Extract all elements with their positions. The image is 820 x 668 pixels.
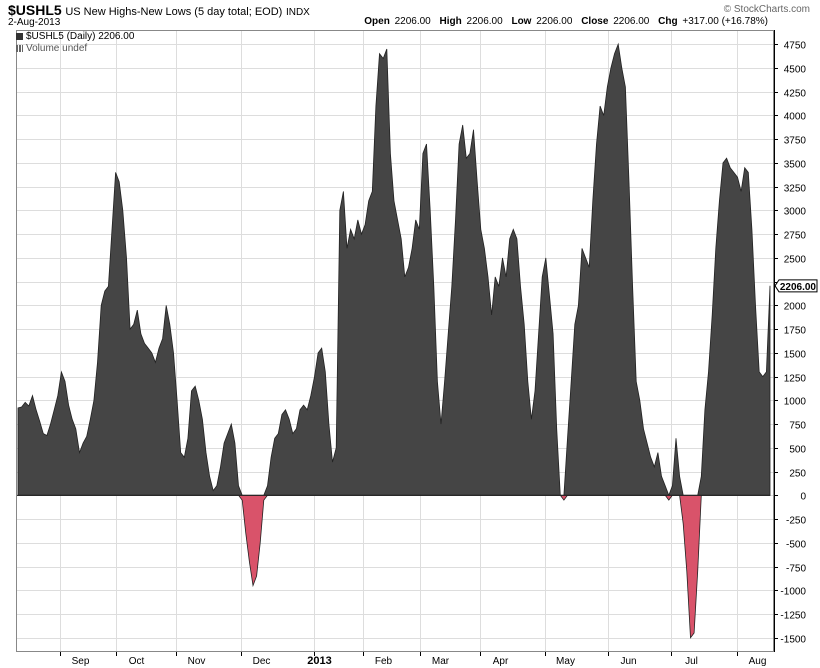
legend-series: $USHL5 (Daily) 2206.00 — [16, 31, 134, 43]
chart-header: $USHL5 US New Highs-New Lows (5 day tota… — [0, 0, 820, 30]
y-tick-label: -250 — [786, 516, 806, 527]
x-tick-label: May — [556, 656, 575, 667]
last-value-tag-label: 2206.00 — [780, 282, 817, 293]
y-tick-label: 3750 — [784, 136, 807, 147]
symbol-description: US New Highs-New Lows (5 day total; EOD) — [65, 6, 283, 18]
y-tick-label: 2750 — [784, 231, 807, 242]
high-value: 2206.00 — [466, 16, 503, 27]
y-tick-label: 4250 — [784, 89, 807, 100]
symbol-label: $USHL5 — [8, 2, 62, 18]
legend-volume: Volume undef — [16, 43, 134, 55]
chart-axes — [16, 30, 778, 656]
last-value-tag: 2206.00 — [774, 279, 818, 293]
x-tick-label: Jul — [685, 656, 698, 667]
y-tick-label: 3000 — [784, 207, 807, 218]
y-tick-label: 1250 — [784, 374, 807, 385]
chg-value: +317.00 (+16.78%) — [682, 16, 768, 27]
y-tick-label: -750 — [786, 564, 806, 575]
date-label: 2-Aug-2013 — [8, 17, 61, 28]
negative-area — [17, 494, 771, 639]
x-tick-label: Dec — [253, 656, 271, 667]
y-tick-label: 0 — [800, 492, 806, 503]
open-label: Open — [364, 16, 390, 27]
y-tick-label: -1000 — [780, 587, 806, 598]
y-tick-label: 250 — [789, 469, 806, 480]
x-tick-label: Apr — [493, 656, 509, 667]
legend-volume-label: Volume undef — [26, 43, 88, 54]
low-label: Low — [511, 16, 532, 27]
legend-series-label: $USHL5 (Daily) 2206.00 — [26, 31, 135, 42]
open-value: 2206.00 — [394, 16, 431, 27]
y-tick-label: -1250 — [780, 611, 806, 622]
y-tick-label: -1500 — [780, 635, 806, 646]
y-tick-label: 3250 — [784, 184, 807, 195]
y-tick-label: 2500 — [784, 255, 807, 266]
x-axis-labels: Sep Oct Nov Dec 2013 Feb Mar Apr May Jun Jul Aug — [72, 655, 767, 667]
y-tick-label: 1750 — [784, 326, 807, 337]
chart-title: $USHL5 US New Highs-New Lows (5 day tota… — [8, 2, 310, 18]
x-tick-label: Feb — [375, 656, 393, 667]
plot-frame — [16, 30, 774, 652]
credit-label: © StockCharts.com — [723, 4, 810, 15]
close-value: 2206.00 — [613, 16, 650, 27]
x-tick-label: Nov — [188, 656, 206, 667]
y-tick-label: 750 — [789, 421, 806, 432]
ohlc-readout: Open 2206.00 High 2206.00 Low 2206.00 Cl… — [358, 16, 768, 27]
y-tick-label: 1500 — [784, 350, 807, 361]
exchange-label: INDX — [285, 7, 310, 18]
x-tick-label: Jun — [620, 656, 636, 667]
last-value-tag-box — [774, 279, 818, 293]
y-axis-labels: -1500 -1250 -1000 -750 -500 -250 0 250 500 750 100… — [780, 41, 806, 646]
positive-area — [17, 42, 771, 497]
x-tick-label: 2013 — [307, 655, 331, 667]
y-tick-label: 3500 — [784, 160, 807, 171]
x-tick-label: Aug — [749, 656, 767, 667]
x-tick-label: Oct — [129, 656, 145, 667]
x-tick-label: Sep — [72, 656, 90, 667]
y-tick-label: 4500 — [784, 65, 807, 76]
y-tick-label: 4750 — [784, 41, 807, 52]
y-tick-label: 4000 — [784, 112, 807, 123]
y-tick-label: -500 — [786, 540, 806, 551]
high-label: High — [439, 16, 462, 27]
close-label: Close — [581, 16, 609, 27]
y-tick-label: 2000 — [784, 302, 807, 313]
chart-legend: $USHL5 (Daily) 2206.00 Volume undef — [16, 31, 134, 55]
volume-bars-icon — [16, 44, 23, 52]
low-value: 2206.00 — [536, 16, 573, 27]
series-area — [16, 42, 771, 639]
legend-series-swatch — [16, 32, 23, 40]
y-tick-label: 500 — [789, 445, 806, 456]
chg-label: Chg — [658, 16, 678, 27]
x-tick-label: Mar — [432, 656, 450, 667]
y-tick-label: 1000 — [784, 397, 807, 408]
